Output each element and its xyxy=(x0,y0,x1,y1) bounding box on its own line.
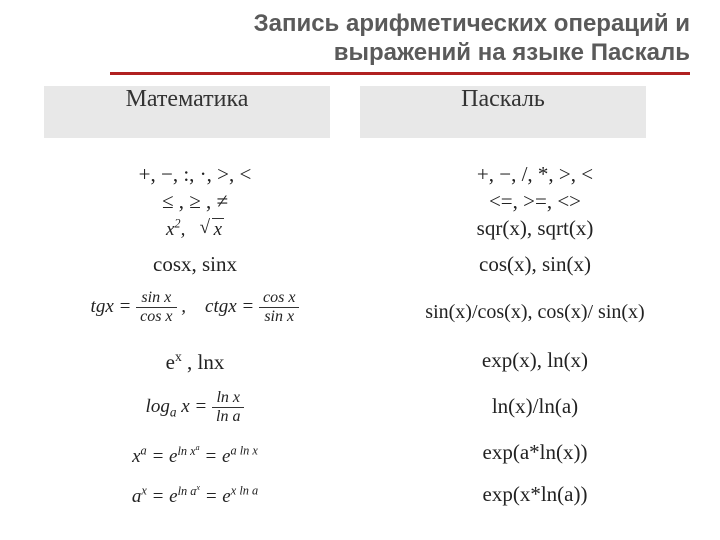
math-log-block: loga x = ln x ln a xyxy=(30,390,360,425)
pascal-log-block: ln(x)/ln(a) xyxy=(370,394,700,421)
title-line-2: выражений на языке Паскаль xyxy=(334,39,690,66)
pascal-xa-block: exp(a*ln(x)) xyxy=(370,440,700,467)
pascal-sqr: sqr(x), sqrt(x) xyxy=(370,216,700,241)
header-right: Паскаль xyxy=(360,86,646,113)
math-trig-block: cosx, sinx xyxy=(30,252,360,279)
title-line-1: Запись арифметических операций и xyxy=(254,10,690,37)
pascal-tanctg: sin(x)/cos(x), cos(x)/ sin(x) xyxy=(370,300,700,324)
math-ops-block: +, −, :, ·, >, < ≤ , ≥ , ≠ x2, x xyxy=(30,162,360,244)
pascal-ax: exp(x*ln(a)) xyxy=(370,482,700,507)
pascal-log: ln(x)/ln(a) xyxy=(370,394,700,419)
math-exp-block: ex , lnx xyxy=(30,350,360,377)
pascal-trig: cos(x), sin(x) xyxy=(370,252,700,277)
pascal-exp: exp(x), ln(x) xyxy=(370,348,700,373)
frac-tg: sin x cos x xyxy=(136,290,176,325)
math-trig: cosx, sinx xyxy=(30,252,360,277)
slide-title: Запись арифметических операций и выражен… xyxy=(0,0,720,70)
pascal-tanctg-block: sin(x)/cos(x), cos(x)/ sin(x) xyxy=(370,300,700,326)
math-sqr: x2, x xyxy=(30,218,360,242)
pascal-trig-block: cos(x), sin(x) xyxy=(370,252,700,279)
math-exp: ex , lnx xyxy=(30,350,360,375)
pascal-xa: exp(a*ln(x)) xyxy=(370,440,700,465)
sqrt-icon: x xyxy=(200,218,224,242)
math-tg-ctg: tgx = sin x cos x , ctgx = cos x sin x xyxy=(30,290,360,325)
pascal-ops1: +, −, /, *, >, < xyxy=(370,162,700,187)
math-ops1: +, −, :, ·, >, < xyxy=(30,162,360,187)
math-xa-block: xa = eln xa = ea ln x xyxy=(30,446,360,468)
title-underline xyxy=(110,72,690,75)
header-left: Математика xyxy=(44,86,330,113)
frac-ctg: cos x sin x xyxy=(259,290,299,325)
pascal-ax-block: exp(x*ln(a)) xyxy=(370,482,700,509)
pascal-ops-block: +, −, /, *, >, < <=, >=, <> sqr(x), sqrt… xyxy=(370,162,700,244)
math-ax-block: ax = eln ax = ex ln a xyxy=(30,486,360,508)
pascal-exp-block: exp(x), ln(x) xyxy=(370,348,700,375)
pascal-ops2: <=, >=, <> xyxy=(370,189,700,214)
math-ops2: ≤ , ≥ , ≠ xyxy=(30,189,360,214)
frac-log: ln x ln a xyxy=(212,390,244,425)
